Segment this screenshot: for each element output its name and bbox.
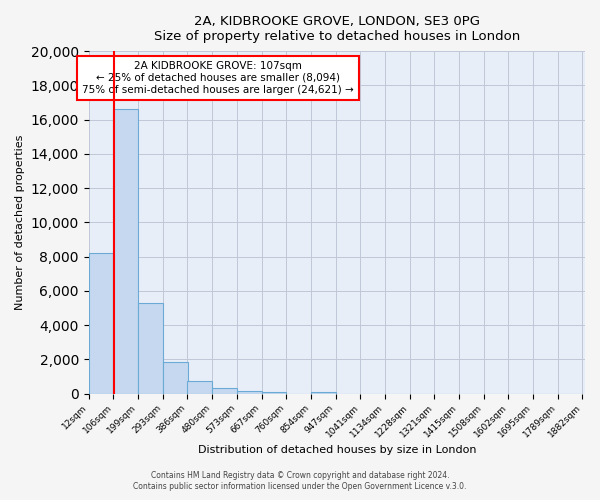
Bar xyxy=(138,303,163,394)
Bar xyxy=(113,110,138,394)
Bar xyxy=(187,380,212,394)
Bar xyxy=(212,388,237,394)
Bar xyxy=(163,362,188,394)
Title: 2A, KIDBROOKE GROVE, LONDON, SE3 0PG
Size of property relative to detached house: 2A, KIDBROOKE GROVE, LONDON, SE3 0PG Siz… xyxy=(154,15,520,43)
Y-axis label: Number of detached properties: Number of detached properties xyxy=(15,134,25,310)
X-axis label: Distribution of detached houses by size in London: Distribution of detached houses by size … xyxy=(197,445,476,455)
Text: Contains HM Land Registry data © Crown copyright and database right 2024.
Contai: Contains HM Land Registry data © Crown c… xyxy=(133,472,467,491)
Text: 2A KIDBROOKE GROVE: 107sqm
← 25% of detached houses are smaller (8,094)
75% of s: 2A KIDBROOKE GROVE: 107sqm ← 25% of deta… xyxy=(82,62,353,94)
Bar xyxy=(237,391,262,394)
Bar xyxy=(262,392,286,394)
Bar xyxy=(311,392,336,394)
Bar xyxy=(89,253,113,394)
